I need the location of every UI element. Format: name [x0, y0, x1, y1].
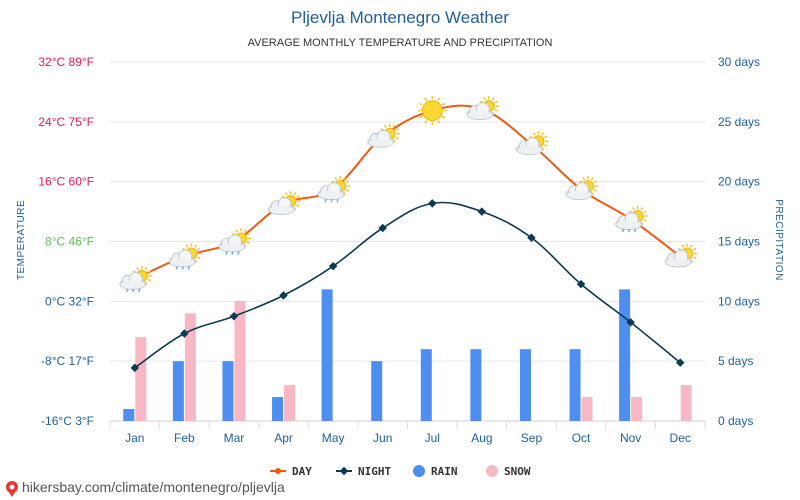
cloud-sun-icon [268, 191, 301, 216]
snow-bar [581, 397, 593, 421]
chart-title: Pljevlja Montenegro Weather [291, 8, 509, 27]
month-label: May [322, 431, 345, 445]
cloud-sun-rain-icon [317, 176, 351, 203]
night-point [229, 312, 239, 321]
map-pin-icon [6, 481, 18, 497]
rain-bar [172, 361, 184, 421]
left-tick-label: 16°C 60°F [38, 175, 94, 189]
cloud-sun-icon [466, 96, 499, 121]
rain-bar [569, 349, 581, 421]
month-label: Dec [670, 431, 691, 445]
night-point [477, 207, 487, 216]
legend: DAY NIGHT RAIN SNOW [270, 465, 531, 478]
legend-marker [413, 465, 425, 477]
left-axis-label: TEMPERATURE [16, 200, 27, 280]
month-label: Sep [521, 431, 543, 445]
rain-bar [519, 349, 531, 421]
legend-label: RAIN [431, 465, 458, 478]
night-point [576, 279, 586, 289]
night-point [180, 329, 189, 338]
right-tick-label: 0 days [718, 414, 753, 428]
snow-bar [631, 397, 643, 421]
rain-bar [272, 397, 284, 421]
night-point [378, 223, 387, 233]
legend-marker [275, 468, 281, 474]
left-axis-ticks: 32°C 89°F 24°C 75°F 16°C 60°F 8°C 46°F 0°C 3… [38, 55, 94, 428]
legend-item-rain[interactable]: RAIN [413, 465, 458, 478]
rain-bar [321, 289, 333, 421]
sun-icon [417, 96, 447, 126]
left-tick-label: 32°C 89°F [38, 55, 94, 69]
footer-link[interactable]: hikersbay.com/climate/montenegro/pljevlj… [22, 479, 285, 495]
left-tick-label: -16°C 3°F [41, 414, 94, 428]
night-point [675, 358, 685, 367]
cloud-sun-rain-icon [119, 265, 152, 293]
cloud-sun-icon [565, 176, 599, 201]
left-tick-label: -8°C 17°F [41, 354, 94, 368]
night-point [626, 318, 635, 327]
month-label: Jun [373, 431, 392, 445]
month-label: Jul [425, 431, 440, 445]
night-point [328, 261, 338, 271]
footer[interactable]: hikersbay.com/climate/montenegro/pljevlj… [6, 479, 285, 497]
night-point [428, 199, 437, 208]
left-tick-label: 8°C 46°F [45, 235, 94, 249]
legend-label: DAY [292, 465, 312, 478]
day-series-line [134, 104, 681, 280]
right-tick-label: 25 days [718, 115, 760, 129]
right-axis-ticks: 30 days 25 days 20 days 15 days 10 days 5 day… [718, 55, 760, 428]
legend-item-night[interactable]: NIGHT [336, 465, 391, 478]
temperature-lines [130, 104, 685, 373]
rain-bar [222, 361, 234, 421]
cloud-sun-rain-icon [615, 206, 648, 233]
rain-bar [470, 349, 482, 421]
weather-icons [119, 96, 698, 293]
month-label: Oct [572, 431, 591, 445]
precipitation-bars [123, 289, 692, 421]
right-axis-label: PRECIPITATION [773, 199, 784, 281]
left-tick-label: 24°C 75°F [38, 115, 94, 129]
month-label: Feb [174, 431, 195, 445]
snow-bar [284, 385, 296, 421]
rain-bar [371, 361, 383, 421]
legend-item-snow[interactable]: SNOW [486, 465, 531, 478]
snow-bar [135, 337, 147, 421]
month-label: Nov [620, 431, 641, 445]
legend-marker [339, 466, 349, 476]
chart-subtitle: AVERAGE MONTHLY TEMPERATURE AND PRECIPIT… [248, 37, 553, 49]
right-tick-label: 5 days [718, 354, 753, 368]
snow-bar [184, 313, 196, 421]
night-point [279, 291, 288, 300]
right-tick-label: 30 days [718, 55, 760, 69]
snow-bar [680, 385, 692, 421]
cloud-sun-rain-icon [218, 228, 251, 255]
right-tick-label: 20 days [718, 175, 760, 189]
cloud-sun-icon [367, 123, 400, 148]
legend-item-day[interactable]: DAY [270, 465, 312, 478]
grid-lines [109, 61, 706, 429]
cloud-sun-rain-icon [168, 243, 202, 270]
right-tick-label: 10 days [718, 294, 760, 308]
legend-label: SNOW [504, 465, 531, 478]
rain-bar [123, 409, 135, 421]
x-axis-ticks: Jan Feb Mar Apr May Jun Jul Aug Sep Oct Nov Dec [125, 431, 691, 445]
snow-bar [234, 301, 246, 421]
month-label: Aug [471, 431, 492, 445]
night-point [130, 363, 140, 373]
month-label: Mar [224, 431, 245, 445]
night-series-line [134, 201, 681, 369]
cloud-sun-icon [664, 243, 698, 268]
left-tick-label: 0°C 32°F [45, 294, 94, 308]
right-tick-label: 15 days [718, 235, 760, 249]
cloud-sun-icon [516, 131, 549, 156]
legend-marker [486, 465, 498, 477]
month-label: Jan [125, 431, 144, 445]
rain-bar [619, 289, 631, 421]
legend-label: NIGHT [358, 465, 391, 478]
month-label: Apr [274, 431, 293, 445]
rain-bar [420, 349, 432, 421]
